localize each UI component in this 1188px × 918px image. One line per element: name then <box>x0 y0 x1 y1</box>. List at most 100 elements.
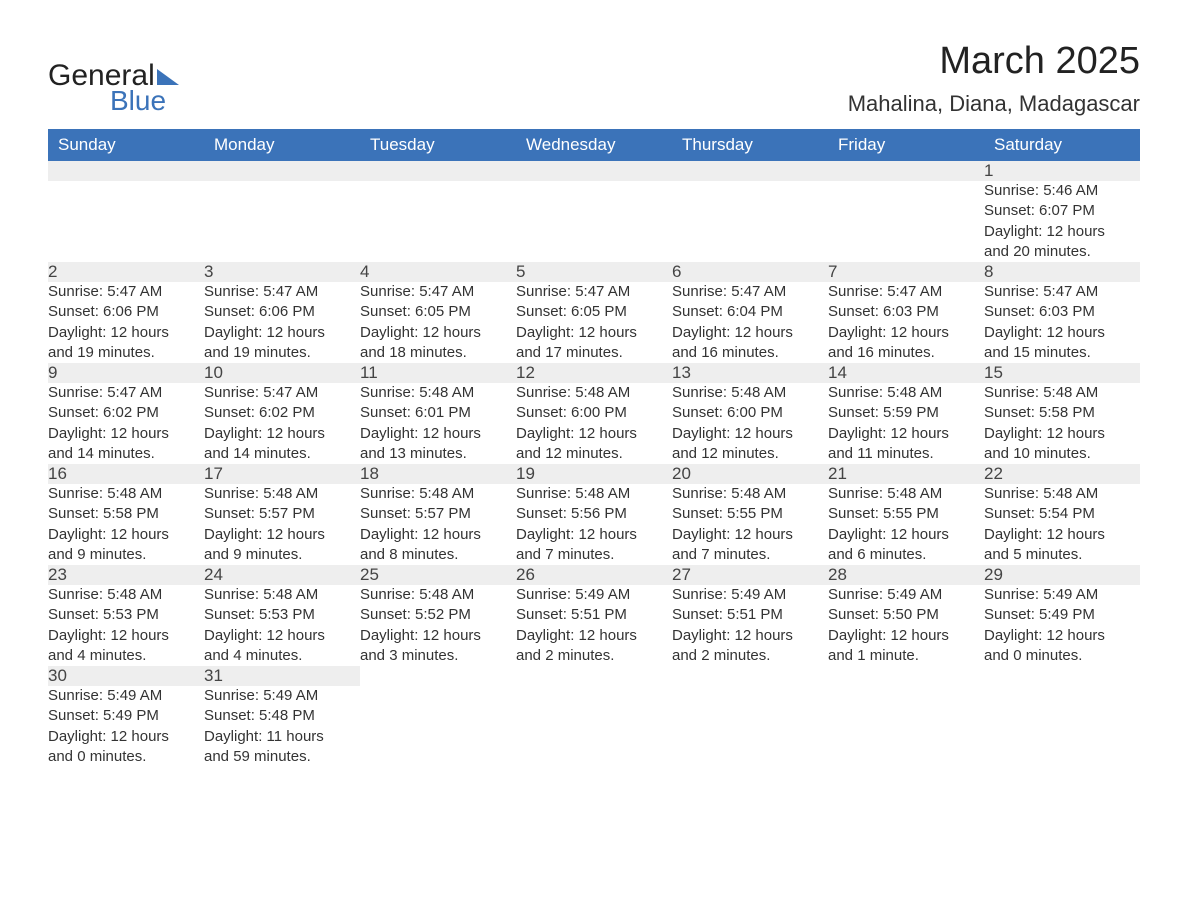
day-d1: Daylight: 12 hours <box>48 626 204 646</box>
day-ss: Sunset: 5:58 PM <box>48 504 204 524</box>
day-d2: and 7 minutes. <box>672 545 828 565</box>
day-d2: and 4 minutes. <box>204 646 360 666</box>
day-number: 4 <box>360 262 369 281</box>
day-number-cell: 3 <box>204 262 360 282</box>
day-number-cell: 23 <box>48 565 204 585</box>
day-d1: Daylight: 12 hours <box>516 525 672 545</box>
day-d1: Daylight: 12 hours <box>48 727 204 747</box>
col-header: Wednesday <box>516 129 672 161</box>
day-detail-cell: Sunrise: 5:49 AMSunset: 5:51 PMDaylight:… <box>516 585 672 666</box>
day-number-cell: 12 <box>516 363 672 383</box>
week-daynum-row: 16171819202122 <box>48 464 1140 484</box>
day-detail-cell <box>360 181 516 262</box>
day-detail-cell <box>828 686 984 767</box>
day-sr: Sunrise: 5:48 AM <box>516 383 672 403</box>
day-ss: Sunset: 6:05 PM <box>516 302 672 322</box>
day-sr: Sunrise: 5:48 AM <box>516 484 672 504</box>
day-number-cell <box>516 666 672 686</box>
page-subtitle: Mahalina, Diana, Madagascar <box>848 91 1140 117</box>
day-d1: Daylight: 12 hours <box>984 424 1140 444</box>
day-number-cell: 26 <box>516 565 672 585</box>
day-detail-cell: Sunrise: 5:49 AMSunset: 5:50 PMDaylight:… <box>828 585 984 666</box>
day-detail-cell: Sunrise: 5:46 AMSunset: 6:07 PMDaylight:… <box>984 181 1140 262</box>
header: General Blue March 2025 Mahalina, Diana,… <box>48 40 1140 117</box>
day-detail-cell: Sunrise: 5:47 AMSunset: 6:03 PMDaylight:… <box>984 282 1140 363</box>
day-d1: Daylight: 12 hours <box>984 222 1140 242</box>
day-detail-cell <box>204 181 360 262</box>
day-detail-cell: Sunrise: 5:48 AMSunset: 5:54 PMDaylight:… <box>984 484 1140 565</box>
day-number-cell <box>48 161 204 181</box>
day-number-cell <box>984 666 1140 686</box>
day-number: 26 <box>516 565 535 584</box>
day-ss: Sunset: 6:05 PM <box>360 302 516 322</box>
day-number-cell: 31 <box>204 666 360 686</box>
day-number-cell: 20 <box>672 464 828 484</box>
day-detail-cell: Sunrise: 5:48 AMSunset: 5:58 PMDaylight:… <box>48 484 204 565</box>
day-ss: Sunset: 5:57 PM <box>204 504 360 524</box>
day-number-cell: 10 <box>204 363 360 383</box>
day-number: 14 <box>828 363 847 382</box>
day-number-cell: 9 <box>48 363 204 383</box>
day-number-cell <box>516 161 672 181</box>
day-d2: and 19 minutes. <box>48 343 204 363</box>
page-title: March 2025 <box>848 40 1140 83</box>
day-ss: Sunset: 6:04 PM <box>672 302 828 322</box>
day-d2: and 15 minutes. <box>984 343 1140 363</box>
day-d1: Daylight: 12 hours <box>48 323 204 343</box>
day-d2: and 59 minutes. <box>204 747 360 767</box>
day-ss: Sunset: 6:03 PM <box>828 302 984 322</box>
day-sr: Sunrise: 5:49 AM <box>204 686 360 706</box>
day-d2: and 6 minutes. <box>828 545 984 565</box>
day-detail-cell: Sunrise: 5:48 AMSunset: 5:57 PMDaylight:… <box>360 484 516 565</box>
day-number: 19 <box>516 464 535 483</box>
week-daynum-row: 1 <box>48 161 1140 181</box>
day-detail-cell <box>984 686 1140 767</box>
week-detail-row: Sunrise: 5:47 AMSunset: 6:02 PMDaylight:… <box>48 383 1140 464</box>
day-d2: and 11 minutes. <box>828 444 984 464</box>
day-number-cell <box>360 666 516 686</box>
day-sr: Sunrise: 5:47 AM <box>360 282 516 302</box>
day-detail-cell <box>672 181 828 262</box>
day-detail-cell: Sunrise: 5:47 AMSunset: 6:02 PMDaylight:… <box>48 383 204 464</box>
day-number-cell: 1 <box>984 161 1140 181</box>
day-d1: Daylight: 12 hours <box>672 424 828 444</box>
week-daynum-row: 3031 <box>48 666 1140 686</box>
day-d2: and 12 minutes. <box>672 444 828 464</box>
day-detail-cell: Sunrise: 5:48 AMSunset: 5:56 PMDaylight:… <box>516 484 672 565</box>
day-sr: Sunrise: 5:47 AM <box>516 282 672 302</box>
day-number-cell <box>672 666 828 686</box>
week-daynum-row: 2345678 <box>48 262 1140 282</box>
day-sr: Sunrise: 5:47 AM <box>48 282 204 302</box>
day-detail-cell: Sunrise: 5:48 AMSunset: 5:53 PMDaylight:… <box>204 585 360 666</box>
day-d2: and 9 minutes. <box>204 545 360 565</box>
calendar-body: 1 Sunrise: 5:46 AMSunset: 6:07 PMDayligh… <box>48 161 1140 767</box>
day-detail-cell: Sunrise: 5:48 AMSunset: 5:52 PMDaylight:… <box>360 585 516 666</box>
day-sr: Sunrise: 5:47 AM <box>984 282 1140 302</box>
day-number: 8 <box>984 262 993 281</box>
day-detail-cell: Sunrise: 5:47 AMSunset: 6:04 PMDaylight:… <box>672 282 828 363</box>
day-ss: Sunset: 6:07 PM <box>984 201 1140 221</box>
day-detail-cell: Sunrise: 5:48 AMSunset: 6:01 PMDaylight:… <box>360 383 516 464</box>
day-number: 10 <box>204 363 223 382</box>
day-ss: Sunset: 5:55 PM <box>828 504 984 524</box>
day-ss: Sunset: 5:57 PM <box>360 504 516 524</box>
day-number-cell: 22 <box>984 464 1140 484</box>
day-d1: Daylight: 11 hours <box>204 727 360 747</box>
day-d1: Daylight: 12 hours <box>204 424 360 444</box>
day-detail-cell: Sunrise: 5:49 AMSunset: 5:49 PMDaylight:… <box>48 686 204 767</box>
day-number: 31 <box>204 666 223 685</box>
day-number-cell <box>828 666 984 686</box>
day-detail-cell: Sunrise: 5:47 AMSunset: 6:05 PMDaylight:… <box>360 282 516 363</box>
day-d2: and 0 minutes. <box>48 747 204 767</box>
day-number: 23 <box>48 565 67 584</box>
day-sr: Sunrise: 5:48 AM <box>828 484 984 504</box>
day-detail-cell: Sunrise: 5:49 AMSunset: 5:49 PMDaylight:… <box>984 585 1140 666</box>
day-number-cell <box>204 161 360 181</box>
day-number: 28 <box>828 565 847 584</box>
day-d2: and 7 minutes. <box>516 545 672 565</box>
day-ss: Sunset: 5:54 PM <box>984 504 1140 524</box>
day-sr: Sunrise: 5:48 AM <box>48 484 204 504</box>
day-detail-cell: Sunrise: 5:47 AMSunset: 6:05 PMDaylight:… <box>516 282 672 363</box>
day-sr: Sunrise: 5:49 AM <box>984 585 1140 605</box>
day-number-cell <box>828 161 984 181</box>
